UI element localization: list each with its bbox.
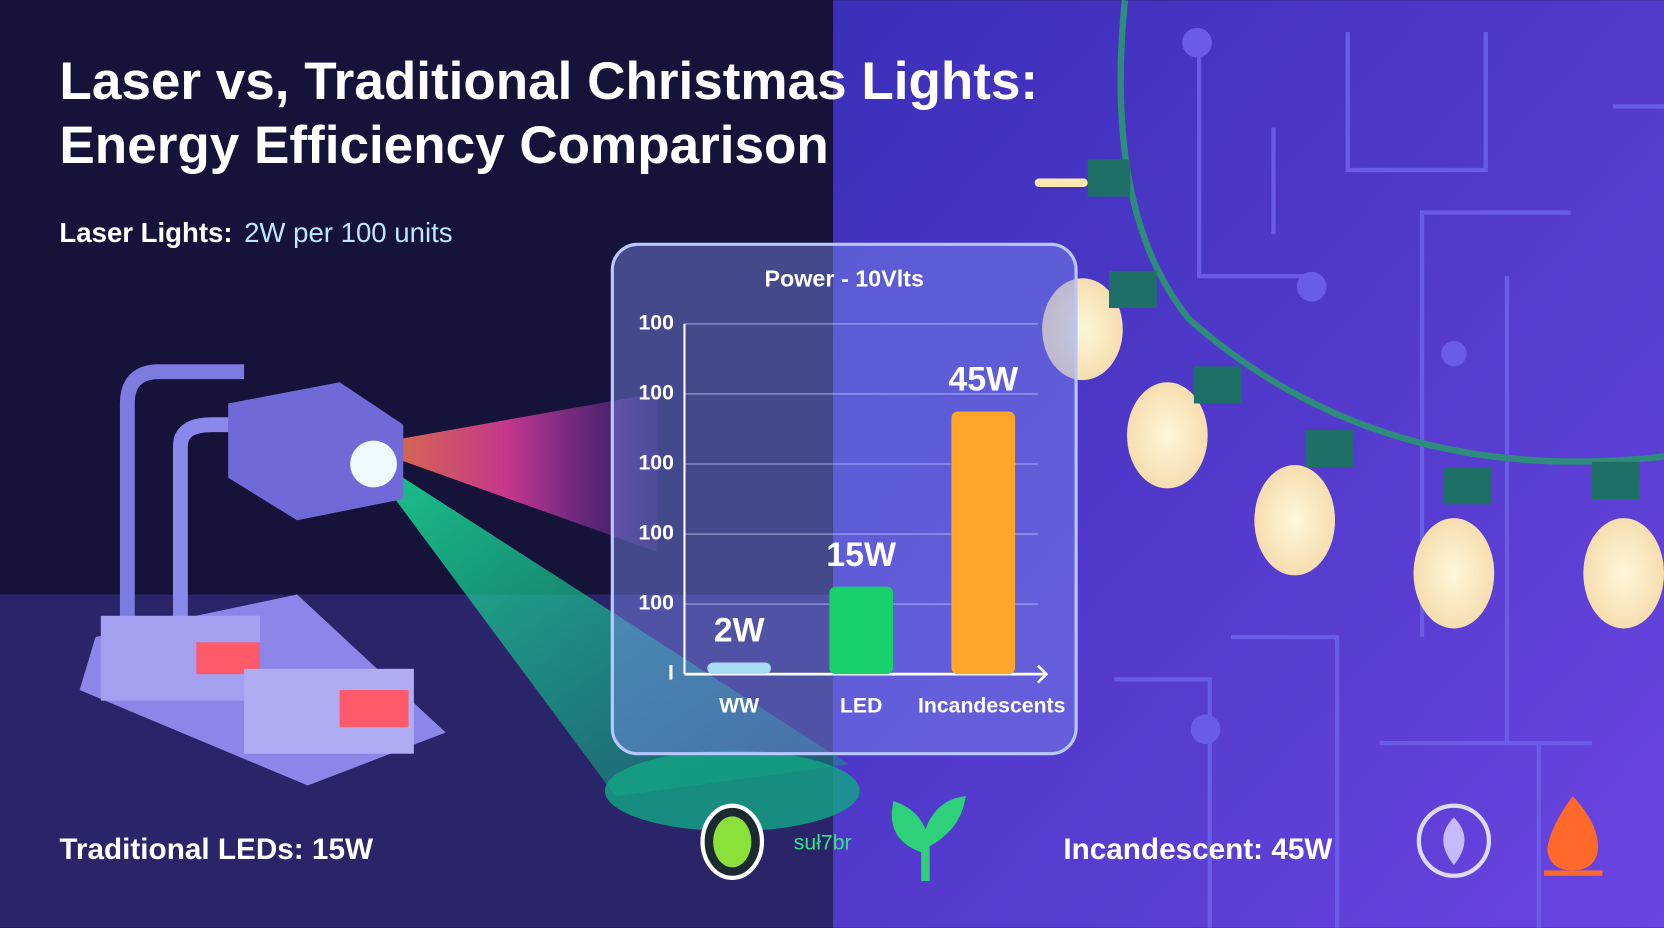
eco-icons	[700, 796, 1603, 882]
title-line: Energy Efficiency Comparison	[59, 116, 828, 175]
leds-label: Traditional LEDs: 15W	[59, 833, 373, 866]
laser-projector	[79, 364, 446, 786]
y-tick-label: 100	[638, 382, 673, 405]
light-string	[1117, 0, 1664, 465]
beam-spot	[604, 750, 860, 832]
incandescent-label: Incandescent: 45W	[1063, 833, 1332, 866]
bar	[829, 586, 894, 675]
y-tick-label: 100	[638, 522, 673, 545]
icon-caption: suł7br	[794, 832, 852, 855]
y-tick-label: 100	[638, 312, 673, 335]
y-tick-label: 100	[638, 592, 673, 615]
value-label: 45W	[948, 361, 1018, 399]
y-tick-label: 100	[638, 452, 673, 475]
circuit-pads	[1182, 27, 1467, 745]
chart-title: Power - 10Vlts	[764, 266, 923, 292]
bulbs	[1034, 159, 1664, 629]
x-tick-label: WW	[719, 695, 759, 718]
y-tick-label: I	[668, 662, 674, 685]
x-tick-label: LED	[840, 695, 882, 718]
laser-beam	[371, 467, 849, 797]
title-line: Laser vs, Traditional Christmas Lights:	[59, 52, 1038, 111]
laser-label-detail: 2W per 100 units	[244, 217, 452, 248]
bar	[951, 411, 1016, 675]
x-tick-label: Incandescents	[918, 695, 1065, 718]
value-label: 2W	[714, 612, 765, 650]
value-label: 15W	[826, 536, 896, 574]
bar	[707, 662, 771, 675]
laser-label-name: Laser Lights:	[59, 217, 232, 248]
chart: Power - 10Vlts I 100 100 100 100 100 WW 2W LED 15W…	[638, 266, 1065, 718]
circuit-traces	[1114, 32, 1664, 928]
